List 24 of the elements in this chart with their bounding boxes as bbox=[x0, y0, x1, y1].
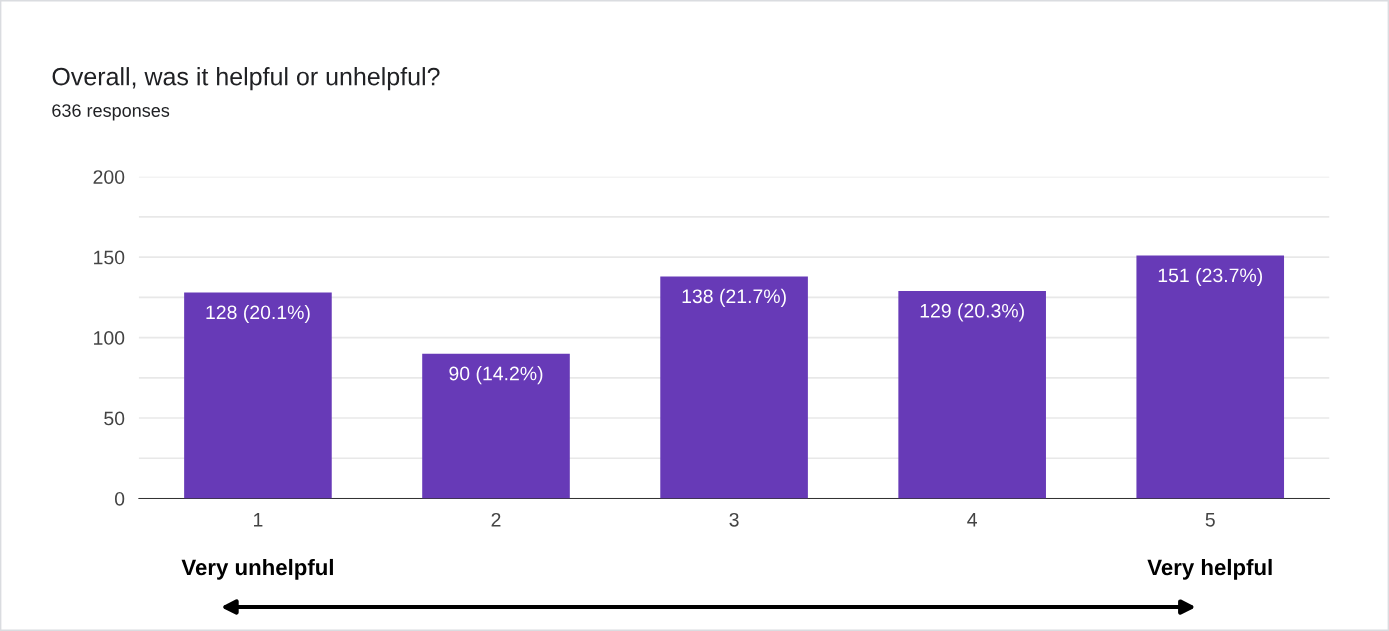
y-tick-label: 0 bbox=[114, 491, 125, 506]
x-tick-label: 3 bbox=[729, 512, 739, 527]
bar bbox=[898, 290, 1046, 499]
bar bbox=[422, 353, 570, 499]
x-tick-label: 5 bbox=[1205, 513, 1215, 527]
chart-subtitle: 636 responses bbox=[52, 104, 170, 121]
y-tick-label: 200 bbox=[93, 170, 125, 184]
x-tick-label: 4 bbox=[967, 513, 977, 527]
data-label: 128 (20.1%) bbox=[206, 304, 310, 324]
bar bbox=[184, 292, 332, 499]
bar bbox=[660, 276, 808, 499]
x-tick-label: 1 bbox=[254, 513, 263, 527]
bar bbox=[1136, 255, 1285, 499]
y-tick-label: 100 bbox=[94, 331, 125, 345]
x-tick-label: 2 bbox=[491, 512, 501, 527]
data-label: 90 (14.2%) bbox=[449, 366, 543, 385]
data-label: 138 (21.7%) bbox=[682, 288, 786, 307]
data-label: 151 (23.7%) bbox=[1158, 267, 1262, 287]
data-label: 129 (20.3%) bbox=[920, 303, 1024, 322]
text: Very unhelpful bbox=[181, 558, 333, 580]
text: Very helpful bbox=[1147, 558, 1272, 580]
y-tick-label: 50 bbox=[104, 411, 125, 426]
chart-title: Overall, was it helpful or unhelpful? bbox=[52, 67, 440, 91]
y-tick-label: 150 bbox=[94, 250, 125, 265]
